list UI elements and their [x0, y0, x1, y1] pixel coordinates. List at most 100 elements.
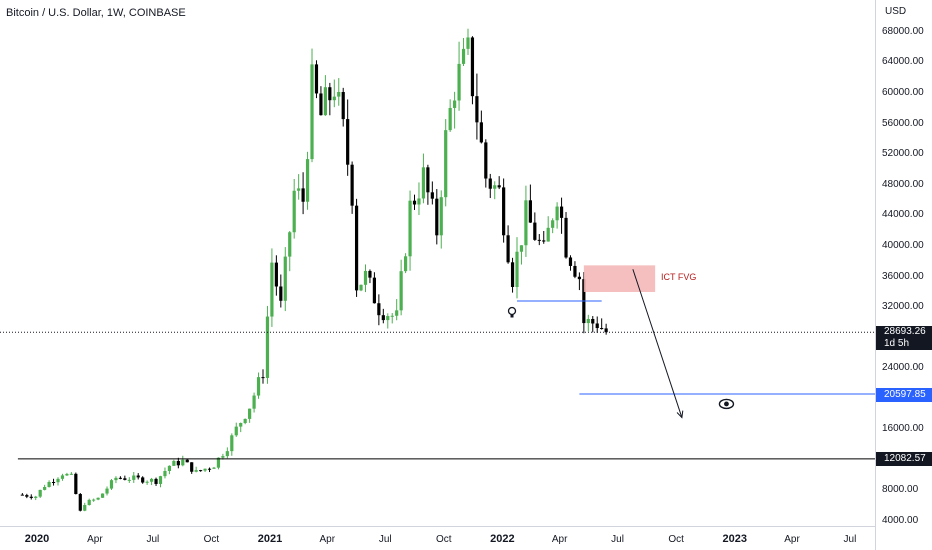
candle-body: [221, 456, 225, 458]
candle-body: [154, 478, 158, 484]
candle-body: [354, 205, 359, 291]
candle-body: [265, 316, 270, 378]
candle-body: [123, 478, 127, 480]
price-tick-label: 68000.00: [882, 26, 924, 37]
candle-body: [466, 37, 470, 49]
candle-body: [515, 251, 519, 288]
time-tick-label: Jul: [146, 534, 160, 545]
candle-body: [145, 481, 149, 483]
candle-body: [368, 270, 372, 278]
candle-body: [47, 482, 51, 487]
candle-body: [586, 318, 590, 324]
time-tick-label: 2022: [490, 533, 515, 545]
candle-body: [176, 460, 180, 466]
candle-body: [573, 265, 577, 277]
lightbulb-icon-base: [510, 314, 514, 318]
candle-body: [421, 167, 426, 199]
candle-body: [435, 198, 439, 236]
candle-body: [199, 470, 203, 472]
candle-body: [519, 245, 524, 252]
candle-body: [243, 418, 247, 424]
candle-body: [430, 192, 434, 199]
candle-body: [502, 187, 506, 236]
candle-body: [118, 477, 122, 479]
candle-body: [377, 303, 381, 316]
candle-body: [261, 377, 265, 379]
candle-body: [319, 93, 323, 116]
price-tick-label: 60000.00: [882, 87, 924, 98]
price-tick-label: 8000.00: [882, 484, 919, 495]
price-tick-label: 64000.00: [882, 56, 924, 67]
candle-body: [167, 465, 172, 471]
candle-body: [323, 87, 327, 116]
time-tick-label: Oct: [668, 534, 684, 545]
candle-body: [288, 232, 292, 257]
candle-body: [100, 493, 105, 498]
candle-body: [158, 476, 163, 484]
candle-body: [479, 122, 483, 143]
time-tick-label: Jul: [378, 534, 392, 545]
candle-body: [568, 257, 573, 266]
candle-body: [310, 64, 314, 160]
projection-arrow-line: [632, 269, 683, 418]
candle-body: [60, 475, 65, 479]
candle-body: [252, 395, 256, 409]
candle-body: [163, 470, 167, 477]
fvg-zone-label: ICT FVG: [661, 272, 697, 282]
candle-body: [559, 206, 564, 218]
candle-body: [457, 63, 461, 101]
candle-body: [230, 435, 234, 452]
candle-body: [470, 37, 475, 97]
price-tick-label: 48000.00: [882, 179, 924, 190]
candle-body: [595, 323, 599, 329]
candle-body: [29, 496, 33, 498]
candle-body: [92, 499, 96, 501]
price-tick-label: 56000.00: [882, 118, 924, 129]
candle-body: [69, 473, 73, 475]
candle-body: [359, 284, 363, 291]
candle-body: [484, 142, 488, 179]
candle-body: [493, 185, 497, 189]
candle-body: [555, 206, 559, 221]
time-tick-label: 2023: [722, 533, 747, 545]
candle-body: [20, 494, 24, 496]
candle-body: [591, 318, 595, 324]
candle-body: [448, 107, 452, 131]
candle-body: [25, 495, 29, 497]
candle-body: [328, 87, 332, 101]
candle-body: [395, 310, 399, 316]
candle-body: [274, 262, 278, 287]
drawing-overlays: [0, 265, 875, 460]
candle-body: [337, 92, 341, 97]
candle-body: [43, 486, 47, 490]
candle-body: [524, 200, 528, 246]
candle-body: [225, 451, 229, 457]
candle-body: [87, 499, 91, 506]
candle-body: [105, 488, 109, 494]
candle-body: [109, 480, 114, 489]
price-tick-label: 36000.00: [882, 271, 924, 282]
candle-body: [600, 328, 604, 330]
candle-body: [412, 200, 417, 205]
currency-label[interactable]: USD: [885, 6, 907, 17]
candle-body: [475, 96, 479, 123]
candle-body: [301, 188, 305, 202]
candle-body: [533, 222, 537, 240]
price-tick-label: 4000.00: [882, 515, 919, 526]
candle-body: [488, 178, 492, 189]
time-tick-label: Jul: [843, 534, 857, 545]
price-tick-label: 16000.00: [882, 423, 924, 434]
candle-body: [363, 270, 368, 285]
price-tick-label: 44000.00: [882, 209, 924, 220]
candle-body: [403, 256, 408, 272]
candle-body: [181, 459, 185, 466]
price-tick-label: 40000.00: [882, 240, 924, 251]
candle-body: [444, 130, 448, 198]
candle-body: [65, 473, 69, 476]
candle-body: [239, 423, 243, 427]
candlestick-series: [20, 28, 608, 512]
candle-body: [510, 262, 515, 288]
candle-body: [212, 467, 216, 469]
candle-body: [426, 167, 430, 193]
